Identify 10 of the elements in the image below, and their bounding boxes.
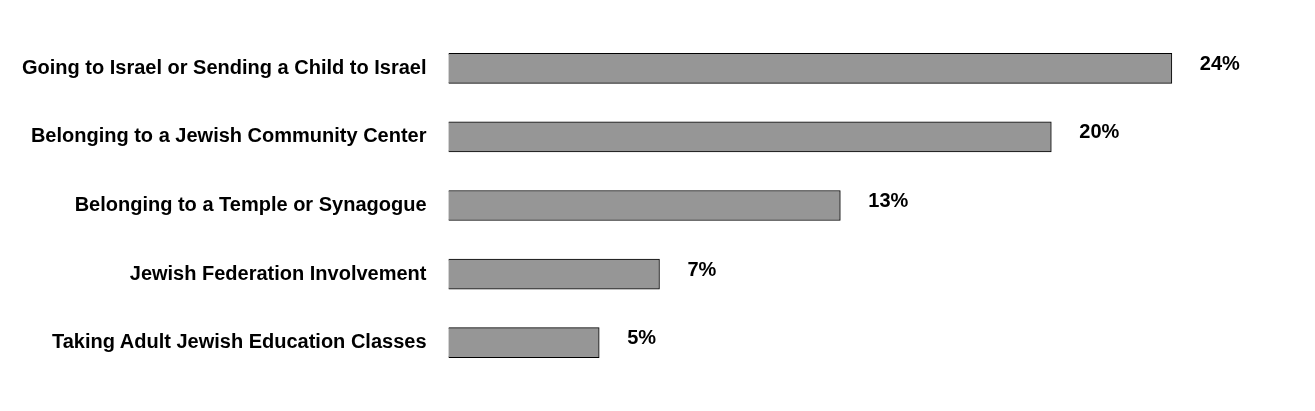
data-label: 5% [627,326,657,349]
y-tick-label: Belonging to a Temple or Synagogue [74,193,427,216]
data-label: 20% [1079,120,1120,143]
data-label: 24% [1199,51,1241,74]
data-label: 7% [687,257,717,280]
data-label: 13% [868,189,909,212]
y-tick-label: Going to Israel or Sending a Child to Israel [21,55,427,78]
y-tick-label: Belonging to a Jewish Community Center [30,124,427,147]
y-tick-label: Taking Adult Jewish Education Classes [51,330,427,353]
y-tick-label: Jewish Federation Involvement [129,261,427,284]
